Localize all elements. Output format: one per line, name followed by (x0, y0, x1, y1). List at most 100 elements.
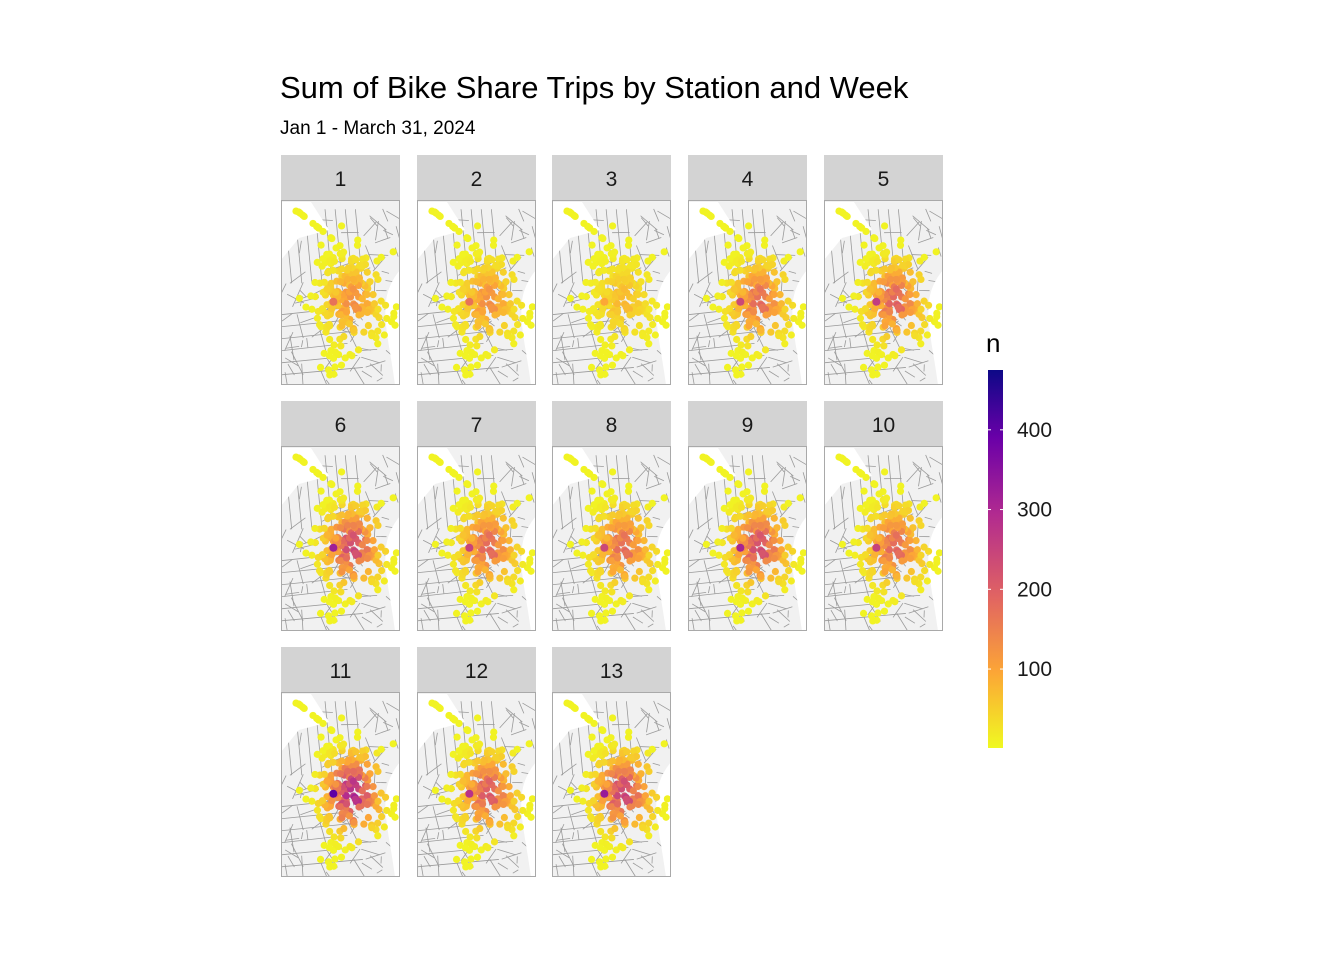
station-point (473, 714, 482, 722)
station-point (921, 321, 929, 329)
station-point (843, 458, 851, 467)
station-point (459, 285, 467, 293)
station-point (502, 770, 510, 778)
station-point (391, 321, 399, 329)
station-point (600, 297, 609, 306)
station-point (380, 577, 388, 585)
station-point (907, 321, 915, 330)
station-point (933, 555, 941, 563)
station-point (654, 314, 662, 323)
station-point (765, 295, 773, 303)
station-point (597, 814, 605, 822)
station-point (584, 314, 593, 322)
station-point (352, 748, 360, 756)
station-point (466, 503, 475, 511)
station-point (731, 612, 740, 620)
station-point (313, 504, 321, 512)
station-point (478, 546, 487, 554)
station-point (755, 598, 763, 606)
station-point (645, 340, 653, 348)
station-point (796, 494, 804, 502)
station-point (363, 514, 371, 522)
station-point (759, 256, 767, 264)
station-point (603, 534, 611, 542)
station-point (295, 454, 303, 462)
station-point (589, 508, 597, 516)
station-point (494, 295, 502, 303)
station-point (781, 340, 789, 348)
station-point (573, 303, 581, 311)
station-point (594, 285, 602, 293)
station-point (870, 480, 878, 488)
station-point (452, 855, 461, 863)
facet-strip (688, 401, 807, 446)
station-point (519, 314, 527, 323)
station-point (315, 567, 324, 575)
station-point (481, 320, 490, 328)
station-point (620, 531, 628, 539)
station-point (318, 754, 326, 762)
station-point (610, 740, 619, 748)
station-point (359, 501, 367, 509)
station-point (856, 314, 865, 322)
station-point (525, 248, 533, 256)
station-point (744, 468, 753, 476)
station-point (594, 496, 602, 504)
station-point (325, 844, 334, 852)
station-point (634, 300, 642, 308)
station-point (391, 813, 399, 821)
water-area (281, 202, 329, 260)
station-point (313, 750, 321, 758)
station-point (601, 749, 610, 757)
station-point (598, 480, 606, 488)
station-point (885, 546, 894, 554)
station-point (307, 784, 315, 792)
facet-strip (281, 401, 400, 446)
station-point (897, 346, 906, 354)
station-point (505, 783, 513, 791)
station-point (887, 275, 895, 284)
station-point (660, 740, 668, 748)
station-point (584, 504, 592, 512)
station-point (866, 250, 874, 258)
station-point (616, 566, 625, 574)
panel-border (552, 200, 671, 385)
station-point (383, 314, 391, 323)
station-point (770, 536, 778, 545)
station-point (775, 332, 783, 340)
station-point (463, 480, 471, 488)
station-point (345, 812, 354, 820)
station-point (645, 832, 653, 840)
station-point (902, 501, 910, 509)
station-point (630, 501, 638, 509)
station-point (369, 291, 377, 299)
station-point (632, 752, 641, 761)
station-point (608, 468, 617, 476)
station-point (917, 551, 925, 559)
station-point (337, 468, 346, 476)
station-point (499, 760, 507, 768)
station-point (600, 266, 608, 274)
station-point (354, 482, 362, 490)
station-point (473, 342, 481, 350)
station-point (378, 567, 386, 575)
water-area (281, 694, 329, 752)
station-point (354, 592, 363, 600)
station-point (861, 305, 869, 313)
station-point (871, 304, 879, 313)
station-point (596, 844, 605, 852)
station-point (473, 834, 481, 842)
station-point (799, 549, 807, 557)
station-point (472, 278, 481, 286)
station-point (327, 726, 335, 734)
station-point (601, 833, 609, 841)
station-point (486, 326, 494, 334)
station-point (337, 361, 346, 369)
station-point (295, 540, 303, 548)
station-point (856, 504, 864, 512)
station-point (880, 222, 889, 230)
station-point (622, 549, 630, 557)
station-point (773, 278, 781, 286)
station-point (355, 803, 363, 811)
station-point (663, 303, 671, 311)
